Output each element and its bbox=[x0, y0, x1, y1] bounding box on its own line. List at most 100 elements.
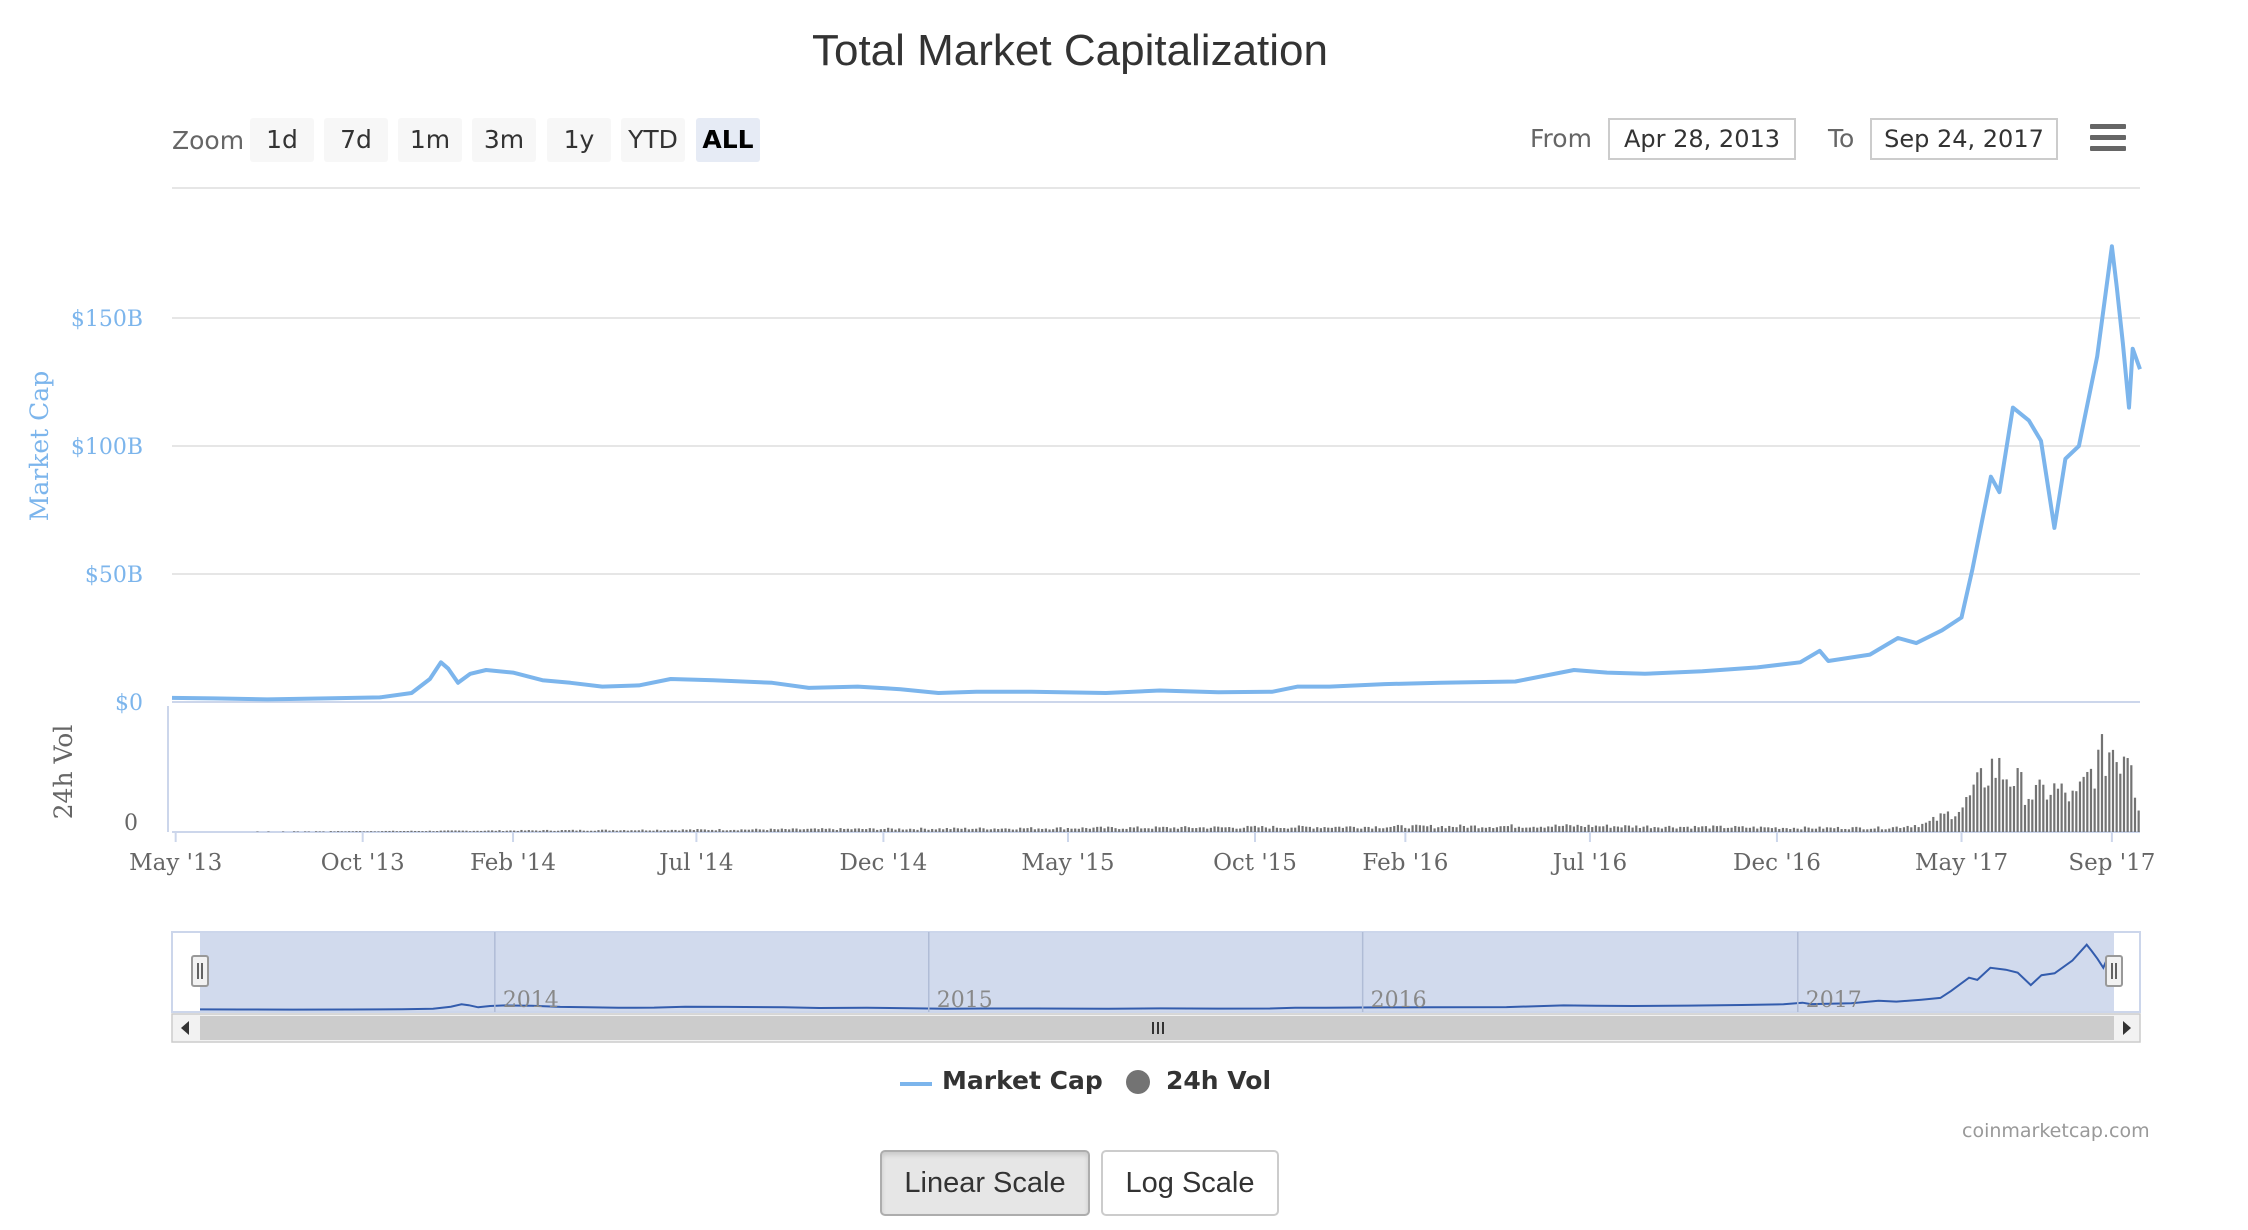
volume-bar bbox=[1088, 828, 1091, 832]
volume-bar bbox=[1767, 827, 1770, 832]
volume-bar bbox=[1440, 826, 1444, 832]
volume-bar bbox=[1902, 827, 1906, 832]
volume-bar bbox=[1679, 826, 1682, 832]
volume-bar bbox=[1598, 826, 1601, 832]
volume-bar bbox=[579, 829, 582, 832]
scroll-left-arrow-icon[interactable] bbox=[181, 1021, 189, 1035]
volume-bar bbox=[304, 831, 307, 832]
volume-bar bbox=[802, 829, 805, 832]
volume-bar bbox=[538, 830, 541, 832]
volume-bar bbox=[557, 830, 560, 832]
range-from-input[interactable] bbox=[1608, 118, 1796, 160]
zoom-1d-button[interactable]: 1d bbox=[250, 118, 314, 162]
volume-bar bbox=[997, 829, 1000, 832]
volume-bar bbox=[1884, 829, 1887, 832]
volume-bar bbox=[1070, 828, 1073, 832]
volume-bar bbox=[318, 831, 321, 832]
volume-bar bbox=[601, 829, 604, 832]
volume-bar bbox=[571, 829, 574, 832]
x-tick-label: Dec '16 bbox=[1733, 850, 1821, 876]
volume-bar bbox=[1536, 827, 1539, 832]
volume-bar bbox=[747, 829, 750, 832]
volume-bar bbox=[1620, 827, 1623, 832]
volume-bar bbox=[1363, 826, 1367, 832]
volume-bar bbox=[1532, 826, 1535, 832]
volume-bar bbox=[692, 829, 695, 832]
volume-bar bbox=[1429, 824, 1433, 832]
volume-bar bbox=[1400, 825, 1403, 832]
volume-bar bbox=[883, 828, 886, 832]
volume-bar bbox=[1682, 827, 1686, 832]
volume-bar bbox=[612, 830, 615, 832]
zoom-ytd-button[interactable]: YTD bbox=[621, 118, 685, 162]
volume-bar bbox=[685, 829, 688, 832]
volume-bar bbox=[1110, 827, 1113, 832]
zoom-1y-button[interactable]: 1y bbox=[547, 118, 611, 162]
volume-bar bbox=[876, 829, 879, 832]
hamburger-menu-icon[interactable] bbox=[2090, 124, 2126, 158]
log-scale-button[interactable]: Log Scale bbox=[1101, 1150, 1279, 1216]
volume-bar bbox=[1275, 827, 1278, 832]
linear-scale-button[interactable]: Linear Scale bbox=[880, 1150, 1090, 1216]
volume-bar bbox=[1345, 826, 1348, 832]
volume-bar bbox=[1261, 826, 1264, 832]
volume-bar bbox=[575, 830, 578, 832]
volume-bar bbox=[1253, 825, 1256, 832]
zoom-all-button[interactable]: ALL bbox=[696, 118, 760, 162]
volume-bar bbox=[879, 829, 882, 832]
volume-bar bbox=[1510, 824, 1513, 832]
volume-bar bbox=[949, 829, 952, 832]
volume-bar bbox=[989, 829, 992, 832]
volume-bar bbox=[1708, 828, 1711, 832]
volume-bar bbox=[835, 829, 838, 832]
volume-bar bbox=[582, 830, 585, 832]
volume-bar bbox=[1624, 825, 1627, 832]
volume-bar bbox=[509, 830, 512, 832]
volume-bar bbox=[1983, 787, 1986, 832]
volume-bar bbox=[1873, 828, 1876, 832]
volume-bar bbox=[1294, 827, 1297, 832]
volume-bar bbox=[1407, 828, 1411, 832]
volume-bar bbox=[1356, 828, 1359, 832]
volume-bar bbox=[1041, 828, 1044, 832]
volume-bar bbox=[2100, 734, 2104, 832]
navigator-left-handle[interactable] bbox=[191, 955, 209, 987]
volume-bar bbox=[1829, 827, 1832, 832]
volume-bar bbox=[1143, 828, 1146, 832]
volume-bar bbox=[1374, 826, 1378, 832]
volume-bar bbox=[560, 830, 563, 832]
volume-bar bbox=[1583, 827, 1587, 832]
volume-bar bbox=[733, 829, 736, 832]
range-to-input[interactable] bbox=[1870, 118, 2058, 160]
volume-bar bbox=[1459, 824, 1462, 832]
volume-bar bbox=[824, 828, 827, 832]
volume-bar bbox=[740, 829, 743, 832]
zoom-3m-button[interactable]: 3m bbox=[472, 118, 536, 162]
market-cap-line bbox=[171, 244, 2142, 702]
zoom-1m-button[interactable]: 1m bbox=[398, 118, 462, 162]
volume-bar bbox=[491, 830, 494, 832]
volume-bar bbox=[854, 828, 857, 832]
volume-bar bbox=[1202, 827, 1205, 832]
zoom-7d-button[interactable]: 7d bbox=[324, 118, 388, 162]
volume-bar bbox=[1580, 826, 1583, 832]
scroll-right-arrow-icon[interactable] bbox=[2123, 1021, 2131, 1035]
volume-bar bbox=[337, 831, 340, 832]
volume-bar bbox=[2104, 775, 2107, 832]
volume-bar bbox=[1862, 829, 1865, 832]
volume-bar bbox=[1668, 825, 1671, 832]
volume-bar bbox=[1811, 828, 1814, 832]
navigator-right-handle[interactable] bbox=[2105, 955, 2123, 987]
volume-bar bbox=[524, 830, 527, 832]
volume-bar bbox=[1759, 826, 1763, 832]
volume-bar bbox=[1858, 827, 1862, 832]
volume-bar bbox=[773, 829, 776, 832]
volume-bar bbox=[1770, 828, 1774, 832]
volume-bar bbox=[1437, 827, 1440, 832]
credit-link[interactable]: coinmarketcap.com bbox=[1962, 1120, 2150, 1142]
volume-bar bbox=[406, 831, 409, 832]
volume-bar bbox=[465, 830, 468, 832]
volume-bar bbox=[1319, 828, 1322, 832]
volume-bar bbox=[1000, 828, 1003, 832]
volume-bar bbox=[1939, 813, 1942, 832]
